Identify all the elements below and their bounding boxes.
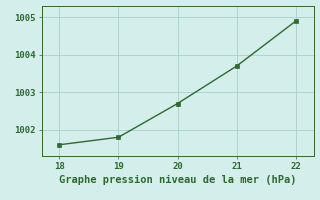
X-axis label: Graphe pression niveau de la mer (hPa): Graphe pression niveau de la mer (hPa) (59, 175, 296, 185)
